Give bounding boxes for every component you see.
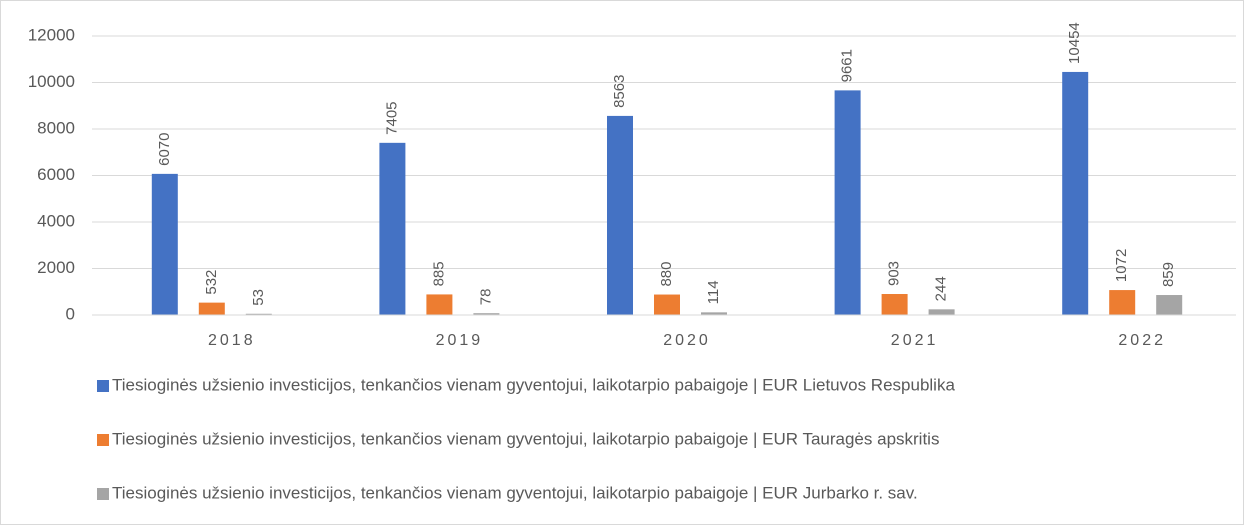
- y-tick-label: 6000: [37, 165, 75, 184]
- bar: [1062, 71, 1089, 315]
- legend-swatch: [97, 488, 109, 500]
- x-tick-label: 2022: [1118, 332, 1166, 349]
- y-tick-label: 12000: [28, 25, 75, 44]
- y-tick-label: 2000: [37, 258, 75, 277]
- value-label: 53: [250, 289, 267, 306]
- x-tick-label: 2020: [663, 332, 711, 349]
- bar: [198, 302, 225, 315]
- bar: [607, 115, 633, 315]
- value-label: 903: [886, 261, 903, 286]
- value-label: 10454: [1066, 22, 1083, 64]
- value-label: 114: [705, 280, 722, 304]
- x-tick-label: 2018: [208, 332, 256, 349]
- bar: [1156, 295, 1183, 315]
- value-label: 7405: [383, 101, 400, 134]
- bar: [834, 90, 861, 316]
- bar: [245, 313, 272, 315]
- bar: [701, 312, 727, 315]
- value-label: 78: [477, 288, 494, 305]
- bar: [151, 173, 178, 315]
- y-tick-label: 4000: [37, 211, 75, 230]
- bar: [654, 294, 680, 315]
- x-tick-label: 2019: [436, 332, 484, 349]
- bar: [1109, 290, 1136, 315]
- value-label: 244: [933, 276, 950, 301]
- value-label: 9661: [839, 49, 856, 82]
- value-label: 859: [1160, 262, 1177, 287]
- value-label: 532: [203, 270, 220, 295]
- y-tick-label: 8000: [37, 118, 75, 137]
- legend-swatch: [97, 380, 109, 392]
- legend-label: Tiesioginės užsienio investicijos, tenka…: [112, 375, 955, 394]
- legend-swatch: [97, 434, 109, 446]
- value-label: 1072: [1113, 249, 1130, 282]
- legend-label: Tiesioginės užsienio investicijos, tenka…: [112, 429, 939, 448]
- bar: [379, 142, 406, 315]
- value-label: 880: [658, 262, 675, 287]
- bar: [928, 309, 955, 315]
- y-tick-label: 0: [66, 304, 75, 323]
- value-label: 6070: [156, 132, 173, 165]
- x-tick-label: 2021: [891, 332, 939, 349]
- value-label: 885: [430, 261, 447, 286]
- y-tick-label: 10000: [28, 72, 75, 91]
- value-label: 8563: [611, 75, 628, 108]
- legend-label: Tiesioginės užsienio investicijos, tenka…: [112, 483, 918, 502]
- bar: [473, 313, 500, 315]
- bar: [881, 294, 908, 315]
- bar: [426, 294, 453, 315]
